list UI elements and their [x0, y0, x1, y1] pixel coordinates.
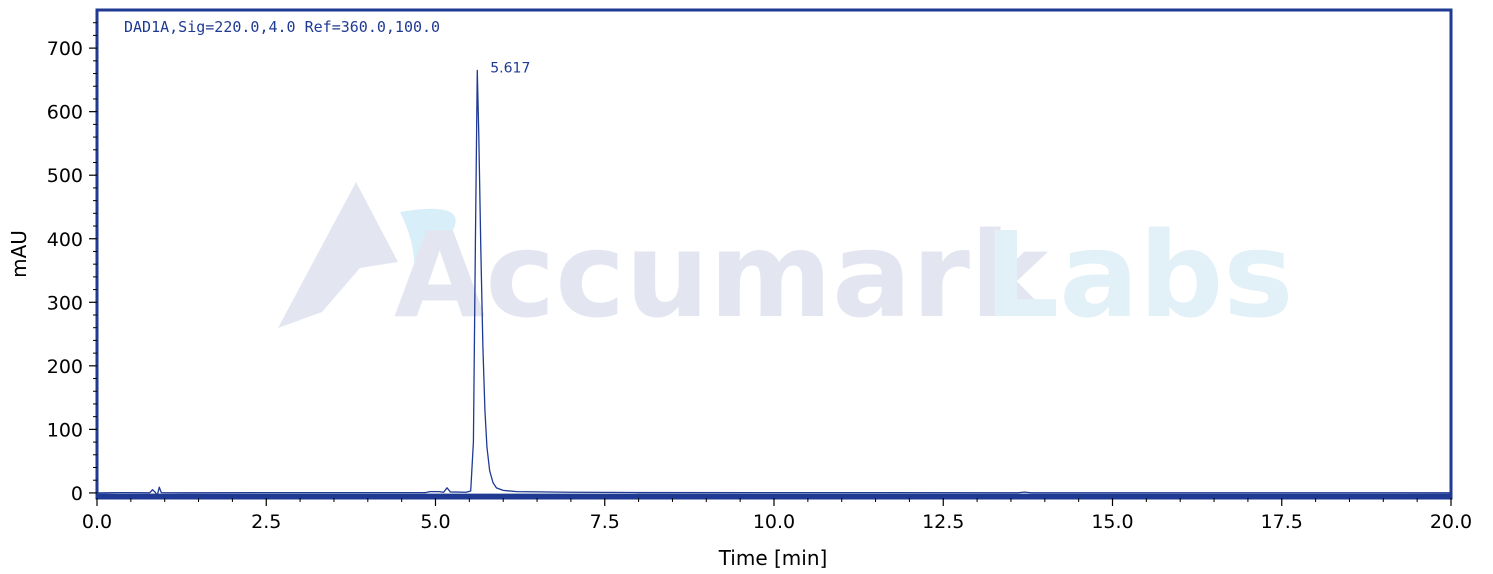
x-tick-label-3: 7.5 — [590, 511, 620, 533]
plot-area: 5.617 — [96, 60, 1452, 497]
x-tick-label-6: 15.0 — [1091, 511, 1133, 533]
x-tick-label-4: 10.0 — [753, 511, 795, 533]
x-tick-label-8: 20.0 — [1430, 511, 1472, 533]
y-tick-label-7: 700 — [47, 38, 83, 60]
axes: 0.0 2.5 5.0 7.5 10.0 12.5 15.0 17.5 20.0 0 100 200 3… — [47, 8, 1472, 533]
y-tick-label-3: 300 — [47, 292, 83, 314]
x-tick-label-1: 2.5 — [251, 511, 281, 533]
x-tick-label-2: 5.0 — [420, 511, 450, 533]
x-tick-label-7: 17.5 — [1261, 511, 1303, 533]
signal-label: DAD1A,Sig=220.0,4.0 Ref=360.0,100.0 — [124, 18, 440, 36]
y-tick-label-4: 400 — [47, 229, 83, 251]
x-axis-title: Time [min] — [718, 546, 828, 570]
watermark-suffix-text: Labs — [984, 206, 1294, 344]
x-tick-label-5: 12.5 — [922, 511, 964, 533]
y-tick-label-6: 600 — [47, 102, 83, 124]
series-line-0 — [96, 69, 1452, 497]
y-tick-label-2: 200 — [47, 356, 83, 378]
x-tick-label-0: 0.0 — [82, 511, 112, 533]
y-tick-label-0: 0 — [71, 483, 83, 505]
watermark-logo-mark — [278, 182, 398, 328]
peak-label-0: 5.617 — [490, 60, 530, 76]
y-tick-label-5: 500 — [47, 165, 83, 187]
y-tick-label-1: 100 — [47, 419, 83, 441]
watermark-brand-text: Accumark — [394, 206, 1051, 344]
accumark-labs-watermark: Accumark Labs — [278, 182, 1294, 344]
y-axis-title: mAU — [7, 230, 31, 278]
watermark-logo-swoosh — [400, 208, 456, 286]
